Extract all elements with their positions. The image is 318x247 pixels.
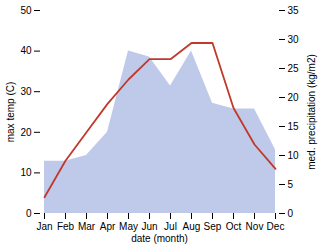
svg-text:20: 20 xyxy=(288,92,300,103)
svg-text:Nov: Nov xyxy=(246,221,264,232)
svg-text:0: 0 xyxy=(26,208,32,219)
svg-text:35: 35 xyxy=(288,5,300,16)
svg-text:med. precipitation (kg/m2): med. precipitation (kg/m2) xyxy=(306,54,317,170)
svg-text:10: 10 xyxy=(20,167,32,178)
svg-text:Mar: Mar xyxy=(78,221,96,232)
svg-text:Aug: Aug xyxy=(183,221,201,232)
svg-text:5: 5 xyxy=(288,179,294,190)
svg-text:0: 0 xyxy=(288,208,294,219)
svg-text:Apr: Apr xyxy=(100,221,116,232)
svg-text:Oct: Oct xyxy=(226,221,242,232)
svg-text:25: 25 xyxy=(288,63,300,74)
svg-text:20: 20 xyxy=(20,127,32,138)
svg-text:15: 15 xyxy=(288,121,300,132)
svg-text:Jun: Jun xyxy=(141,221,157,232)
svg-text:May: May xyxy=(119,221,138,232)
svg-text:40: 40 xyxy=(20,45,32,56)
svg-text:30: 30 xyxy=(288,34,300,45)
svg-text:Sep: Sep xyxy=(204,221,222,232)
svg-text:date (month): date (month) xyxy=(131,233,188,244)
svg-text:Feb: Feb xyxy=(57,221,75,232)
svg-text:Jul: Jul xyxy=(164,221,177,232)
svg-text:max temp (C): max temp (C) xyxy=(5,82,16,143)
svg-text:Dec: Dec xyxy=(267,221,285,232)
svg-text:50: 50 xyxy=(20,5,32,16)
svg-text:10: 10 xyxy=(288,150,300,161)
svg-text:Jan: Jan xyxy=(36,221,52,232)
svg-text:30: 30 xyxy=(20,86,32,97)
